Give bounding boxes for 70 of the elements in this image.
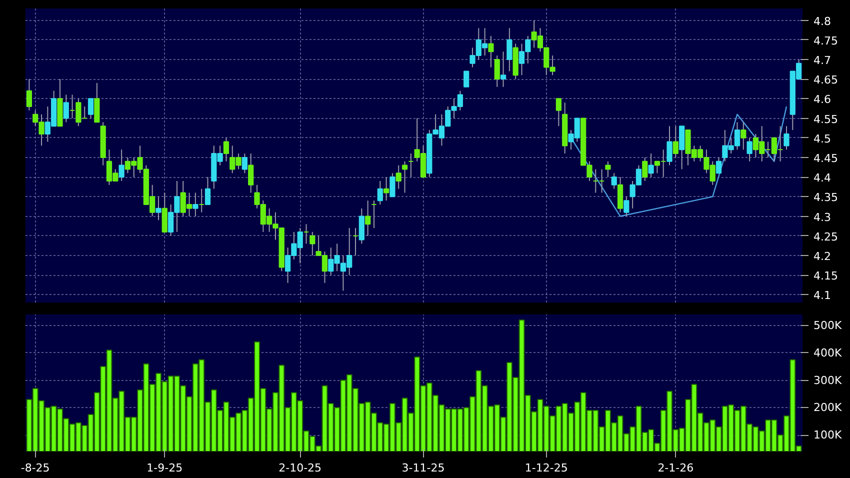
candlestick xyxy=(303,224,310,244)
y-tick-label: 4.4 xyxy=(814,172,831,185)
x-tick-label: -8-25 xyxy=(20,462,50,474)
candlestick xyxy=(242,153,248,174)
candlestick xyxy=(716,156,722,174)
y-tick-label: 4.25 xyxy=(814,230,838,244)
candlestick xyxy=(26,78,32,111)
candlestick xyxy=(556,98,562,127)
y-tick-label: 4.3 xyxy=(814,210,831,224)
x-tick-label: 1-9-25 xyxy=(146,462,183,474)
candlestick xyxy=(746,137,752,162)
candlestick xyxy=(494,55,500,88)
candlestick xyxy=(162,192,168,232)
candlestick xyxy=(488,35,494,68)
candlestick xyxy=(63,94,69,123)
candlestick xyxy=(310,231,316,256)
candlestick xyxy=(352,228,358,256)
x-tick-label: 1-12-25 xyxy=(524,462,568,474)
candlestick xyxy=(506,28,512,72)
y-tick-label: 4.15 xyxy=(814,270,838,283)
candlestick xyxy=(611,172,617,190)
candlestick xyxy=(500,51,506,88)
candlestick xyxy=(679,126,685,170)
candlestick xyxy=(672,126,678,158)
y-tick-label: 100K xyxy=(814,428,842,442)
candlestick xyxy=(464,70,470,88)
candlestick xyxy=(248,153,254,194)
y-tick-label: 4.45 xyxy=(814,152,838,165)
candlestick xyxy=(408,153,414,178)
candlestick xyxy=(740,122,746,150)
y-tick-label: 4.65 xyxy=(814,74,838,87)
x-tick-label: 2-1-26 xyxy=(658,462,694,474)
candlestick xyxy=(371,200,377,229)
y-tick-label: 4.2 xyxy=(814,250,831,263)
x-tick-label: 3-11-25 xyxy=(402,462,445,474)
x-tick-label: 2-10-25 xyxy=(278,462,322,474)
y-tick-label: 4.7 xyxy=(814,54,831,67)
candlestick xyxy=(617,176,624,213)
candlestick xyxy=(198,188,204,213)
candlestick xyxy=(377,180,383,205)
candlestick xyxy=(605,160,611,178)
y-tick-label: 4.8 xyxy=(814,14,831,28)
candlestick xyxy=(223,137,230,162)
candlestick xyxy=(642,156,648,182)
candlestick xyxy=(358,208,364,244)
y-tick-label: 4.1 xyxy=(814,289,831,302)
candlestick xyxy=(390,172,396,198)
y-tick-label: 400K xyxy=(814,346,842,360)
candlestick xyxy=(396,164,402,190)
y-tick-label: 4.75 xyxy=(814,34,838,48)
candlestick xyxy=(118,149,124,182)
y-tick-label: 4.5 xyxy=(814,132,831,146)
y-tick-label: 300K xyxy=(814,374,842,387)
candlestick xyxy=(156,196,162,221)
candlestick xyxy=(192,192,198,217)
y-tick-label: 4.6 xyxy=(814,93,831,106)
y-tick-label: 4.35 xyxy=(814,191,838,204)
candlestick xyxy=(666,126,672,166)
candlestick xyxy=(383,176,390,202)
candlestick xyxy=(624,196,630,217)
candlestick xyxy=(94,82,100,123)
candlestick xyxy=(204,176,211,205)
y-tick-label: 500K xyxy=(814,318,842,332)
y-tick-label: 4.55 xyxy=(814,112,838,126)
candlestick xyxy=(784,126,790,150)
candlestick xyxy=(365,200,371,236)
candlestick xyxy=(88,98,94,119)
candlestick xyxy=(648,153,654,178)
candlestick xyxy=(402,160,408,194)
y-tick-label: 200K xyxy=(814,401,842,414)
